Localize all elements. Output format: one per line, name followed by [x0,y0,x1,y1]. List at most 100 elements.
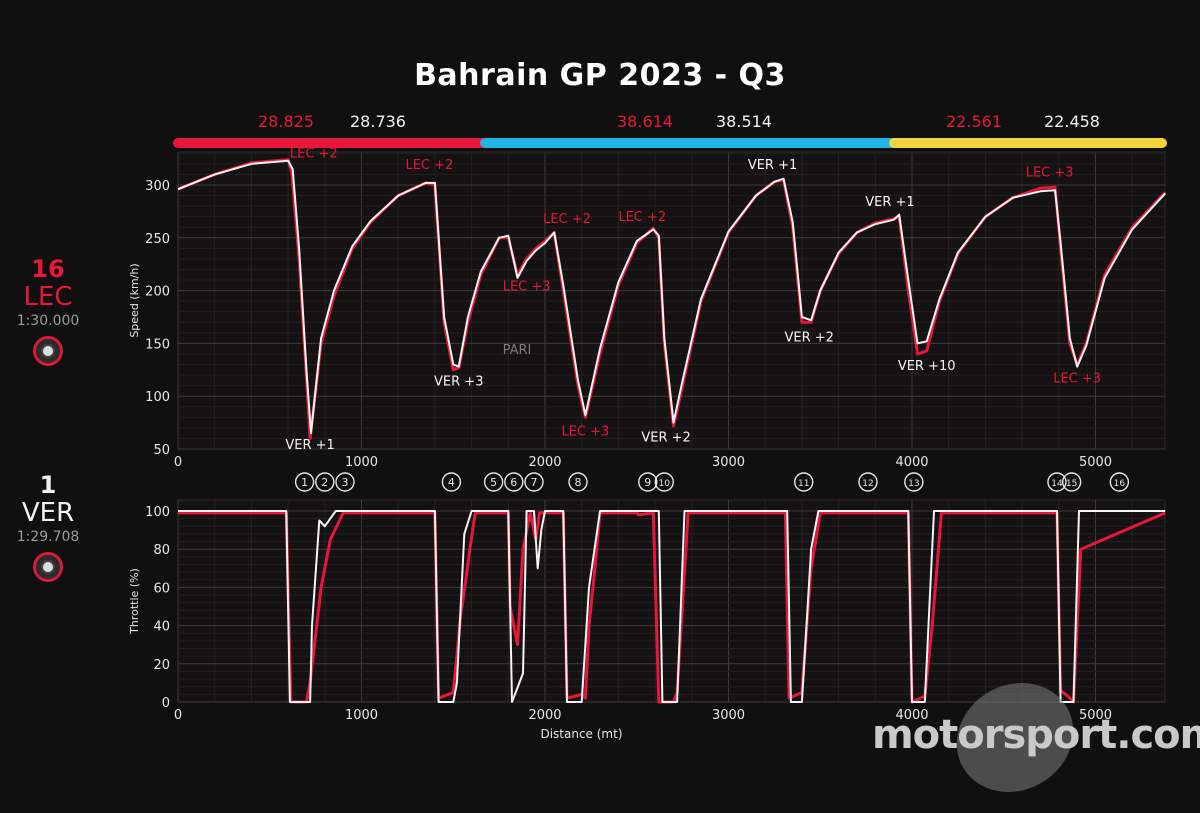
corner-marker-icon [568,472,588,492]
corner-number: 1 [301,476,308,489]
x-tick-label: 2000 [528,455,561,470]
watermark-logo: motorsport.com [872,712,1200,758]
soft-tyre-icon [33,552,63,582]
corner-number: 11 [798,479,809,489]
sector2-lec-time: 38.614 [617,112,673,131]
driver-panel-lec: 16 LEC 1:30.000 [0,256,96,366]
sector2-bar [480,138,895,148]
corner-marker-icon [335,472,355,492]
corner-number: 15 [1066,479,1077,489]
delta-annotation: VER +1 [865,195,914,210]
y-tick-label: 100 [145,390,170,405]
delta-annotation: LEC +3 [1053,371,1101,386]
y-tick-label: 60 [153,581,170,596]
sector3-lec-time: 22.561 [946,112,1002,131]
y-tick-label: 150 [145,337,170,352]
x-tick-label: 3000 [712,708,745,723]
y-axis-label: Throttle (%) [128,568,141,635]
y-tick-label: 50 [153,443,170,458]
delta-annotation: LEC +2 [290,147,338,162]
corner-marker-icon [441,472,462,492]
y-tick-label: 40 [153,620,170,635]
corner-marker-icon [638,472,658,492]
delta-annotation: VER +2 [641,431,690,446]
sector3-ver-time: 22.458 [1044,112,1100,131]
soft-tyre-icon [33,336,63,366]
driver-panel-ver: 1 VER 1:29.708 [0,472,96,582]
pari-label: PARI [503,343,532,358]
delta-annotation: VER +3 [434,375,483,390]
y-tick-label: 80 [153,543,170,558]
y-tick-label: 100 [145,505,170,520]
corner-marker-icon [294,472,315,492]
delta-annotation: LEC +3 [1026,166,1074,181]
sector1-ver-time: 28.736 [350,112,406,131]
x-tick-label: 4000 [895,455,928,470]
sector1-lec-time: 28.825 [258,112,314,131]
corner-number: 5 [490,476,497,489]
x-tick-label: 2000 [528,708,561,723]
corner-number: 3 [341,476,348,489]
corner-marker-icon [504,472,524,492]
driver-code: VER [21,498,75,528]
x-tick-label: 4000 [895,708,928,723]
corner-marker-icon [483,472,504,492]
corner-number: 7 [530,476,537,489]
corner-marker-icon [858,472,878,492]
y-tick-label: 200 [145,285,170,300]
y-tick-label: 20 [153,658,170,673]
x-axis-label: Distance (mt) [540,727,622,741]
corner-number: 14 [1051,479,1063,489]
corner-number: 6 [510,476,517,489]
corner-marker-icon [1061,472,1082,492]
driver-number: 1 [39,471,57,499]
delta-annotation: VER +10 [898,359,956,374]
corner-number: 2 [321,476,328,489]
delta-annotation: LEC +2 [405,158,453,173]
corner-marker-icon [1047,472,1067,492]
x-tick-label: 1000 [345,708,378,723]
delta-annotation: LEC +2 [618,210,666,225]
delta-annotation: LEC +3 [503,280,551,295]
y-axis-label: Speed (km/h) [128,263,141,337]
y-tick-label: 0 [162,696,170,711]
corner-marker-icon [524,472,544,492]
corner-marker-icon [1109,472,1130,492]
x-tick-label: 5000 [1079,708,1112,723]
sector3-bar [889,138,1167,148]
chart-title: Bahrain GP 2023 - Q3 [414,58,786,93]
delta-annotation: LEC +2 [543,212,591,227]
x-tick-label: 3000 [712,455,745,470]
sector2-ver-time: 38.514 [716,112,772,131]
delta-annotation: VER +1 [285,438,334,453]
delta-annotation: VER +1 [748,158,797,173]
corner-marker-icon [794,472,814,492]
x-tick-label: 1000 [345,455,378,470]
delta-annotation: LEC +3 [561,424,609,439]
ver-trace [177,159,1166,435]
corner-number: 12 [862,479,873,489]
y-tick-label: 300 [145,179,170,194]
corner-number: 16 [1114,479,1126,489]
driver-number: 16 [31,255,65,283]
x-tick-label: 5000 [1079,455,1112,470]
corner-marker-icon [654,472,674,492]
driver-code: LEC [23,282,73,312]
driver-lap-time: 1:30.000 [16,313,80,329]
sector1-bar [173,138,485,148]
corner-number: 10 [659,479,671,489]
corner-number: 9 [644,476,651,489]
delta-annotation: VER +2 [785,330,834,345]
x-tick-label: 0 [174,455,182,470]
x-tick-label: 0 [174,708,182,723]
driver-lap-time: 1:29.708 [16,529,80,545]
y-tick-label: 250 [145,232,170,247]
corner-marker-icon [904,472,924,492]
corner-number: 4 [448,476,455,489]
corner-number: 13 [908,479,919,489]
ver-trace [178,510,1166,703]
corner-number: 8 [575,476,582,489]
